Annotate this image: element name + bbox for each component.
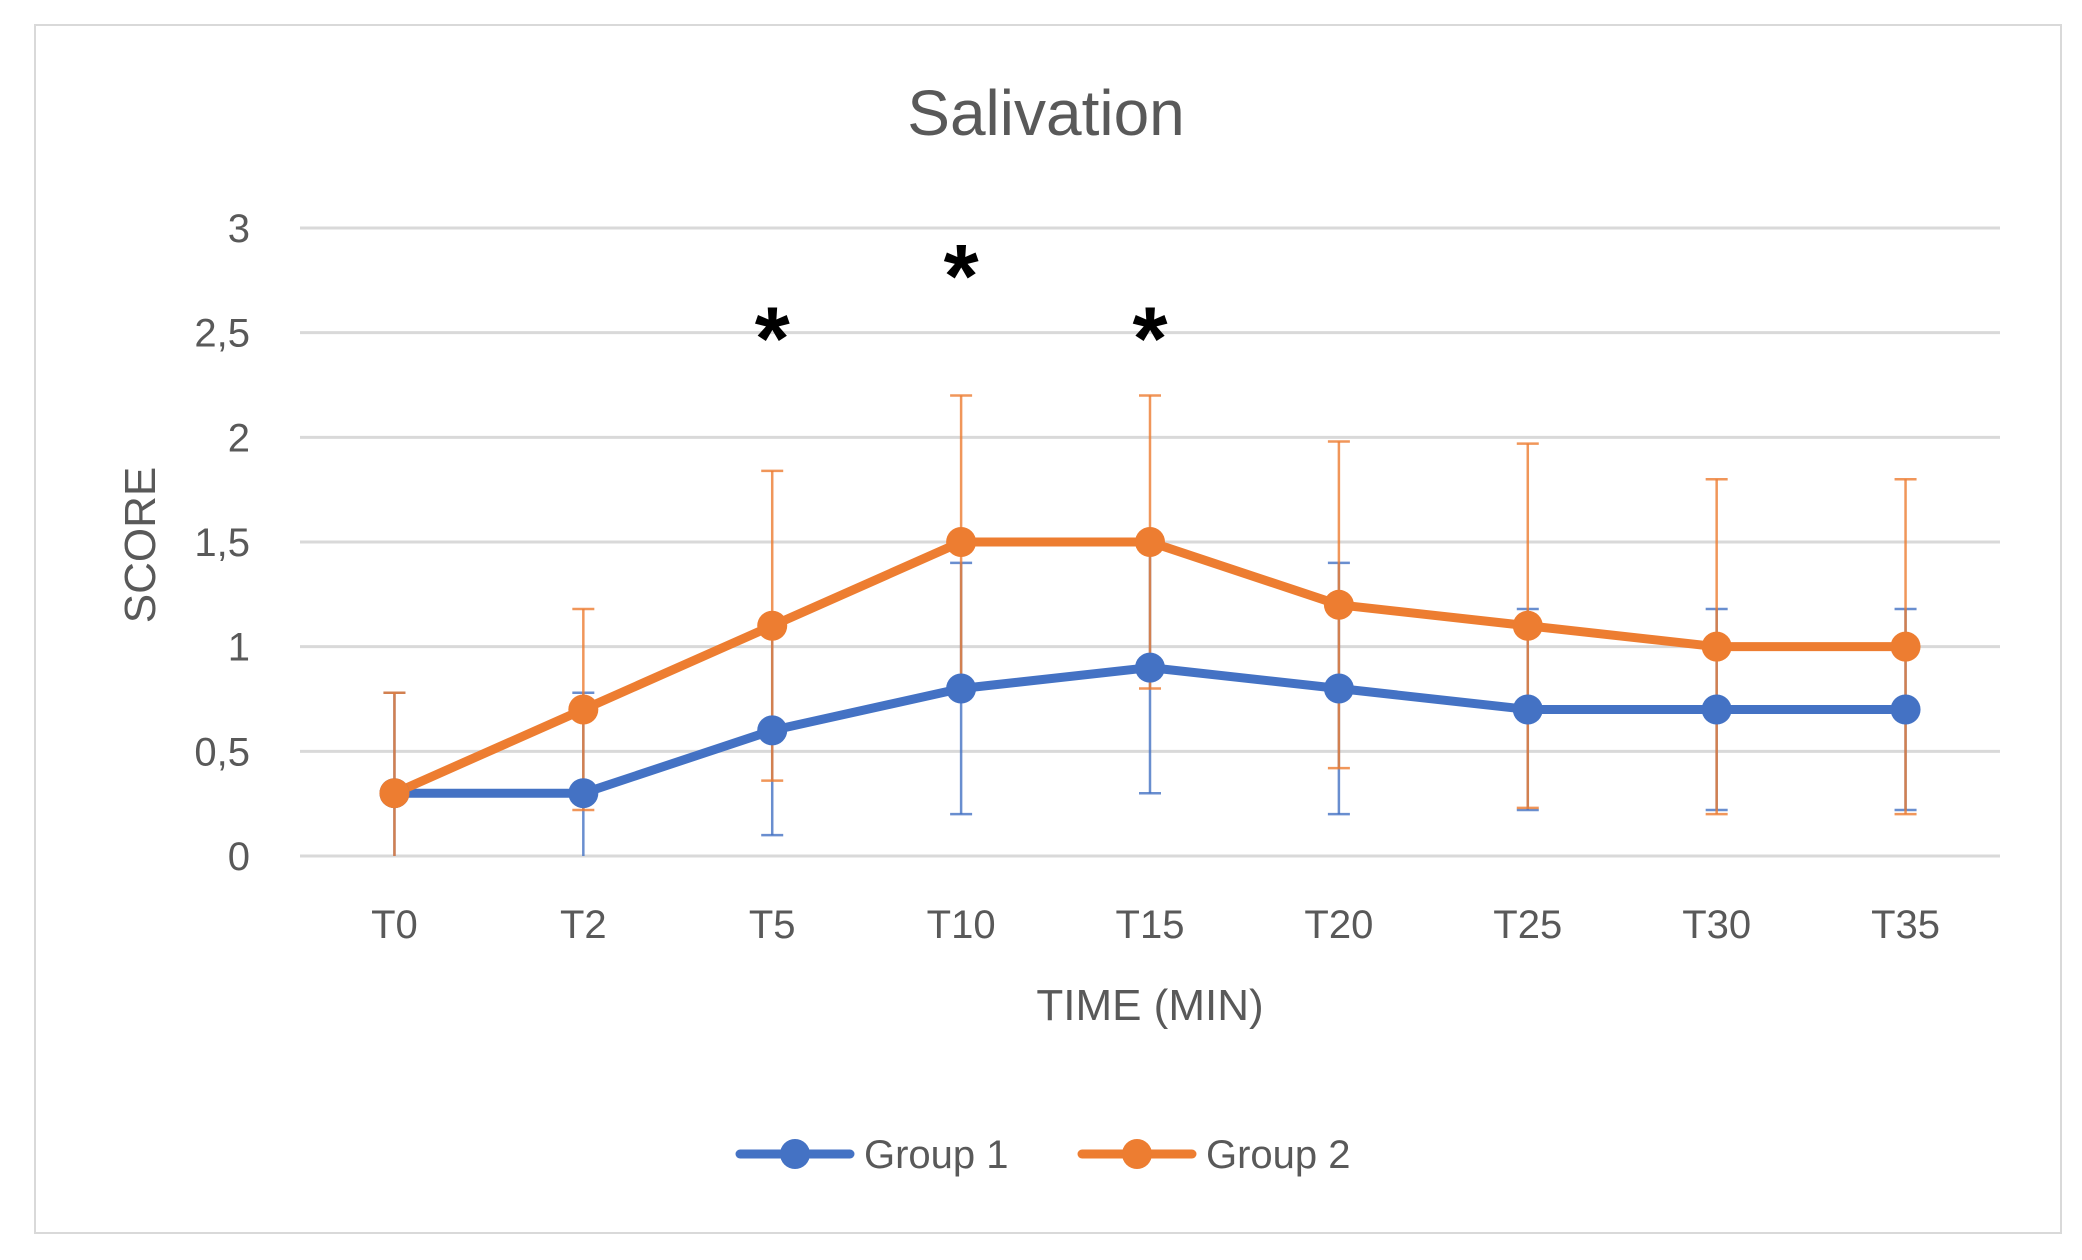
group-2-point xyxy=(946,527,977,557)
group-1-point xyxy=(1135,652,1165,683)
group-2-point xyxy=(1701,631,1732,662)
x-tick-label: T20 xyxy=(1304,903,1373,947)
significance-star: * xyxy=(755,290,790,390)
annotations: * * * xyxy=(755,227,1168,390)
x-tick-label: T25 xyxy=(1493,903,1562,947)
y-tick-label: 0 xyxy=(228,835,250,879)
group-1-legend-marker xyxy=(780,1139,810,1169)
chart-frame xyxy=(34,24,2062,1234)
group-2-point xyxy=(1890,631,1921,662)
x-tick-label: T2 xyxy=(560,903,607,947)
y-tick-label: 1 xyxy=(228,626,250,670)
group-2-point xyxy=(757,610,788,641)
y-tick-label: 0,5 xyxy=(194,730,250,774)
y-tick-label: 1,5 xyxy=(194,521,250,565)
y-tick-label: 2,5 xyxy=(194,312,250,356)
group-1-point xyxy=(757,715,788,746)
x-tick-label: T35 xyxy=(1871,903,1940,947)
group-2-point xyxy=(1512,610,1543,641)
x-tick-label: T10 xyxy=(927,903,996,947)
group-1-point xyxy=(568,778,599,809)
significance-star: * xyxy=(944,227,979,327)
group-1-legend-label: Group 1 xyxy=(864,1133,1009,1177)
significance-star: * xyxy=(1132,290,1167,390)
legend: Group 1 Group 2 xyxy=(735,1133,1351,1177)
group-1-point xyxy=(946,673,977,704)
y-tick-label: 2 xyxy=(228,416,250,460)
y-tick-label: 3 xyxy=(228,207,250,251)
x-axis-title: TIME (MIN) xyxy=(1036,981,1263,1030)
group-2-legend-label: Group 2 xyxy=(1206,1133,1351,1177)
x-tick-label: T0 xyxy=(371,903,418,947)
group-2-point xyxy=(1135,527,1165,557)
group-2-point xyxy=(568,694,599,725)
group-1-point xyxy=(1701,694,1732,725)
x-tick-label: T5 xyxy=(749,903,796,947)
group-2-point xyxy=(1323,589,1354,620)
group-1-point xyxy=(1323,673,1354,704)
group-2-point xyxy=(379,778,410,809)
group-1-point xyxy=(1890,694,1921,725)
y-axis-title: SCORE xyxy=(116,467,165,623)
x-tick-label: T30 xyxy=(1682,903,1751,947)
x-tick-label: T15 xyxy=(1116,903,1185,947)
group-1-point xyxy=(1512,694,1543,725)
series-markers xyxy=(379,527,1921,809)
group-2-legend-marker xyxy=(1122,1139,1152,1169)
axis-labels: 0 0,5 1 1,5 2 2,5 3 T0 T2 T5 T10 T15 T20 T25 T30 T35 xyxy=(194,207,1940,947)
chart-title: Salivation xyxy=(907,77,1185,149)
